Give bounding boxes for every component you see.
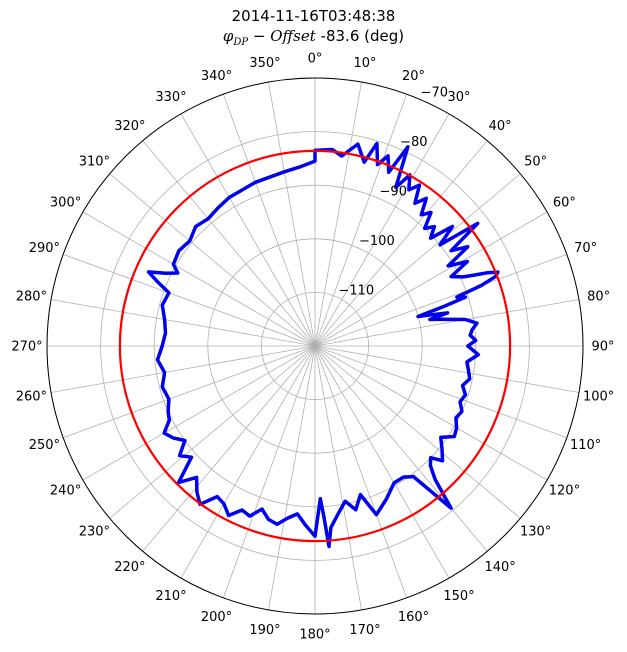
theta-gridline — [314, 299, 579, 347]
r-gridline — [153, 184, 477, 508]
theta-tick-label: 280° — [16, 289, 47, 304]
theta-tick-label: 140° — [484, 560, 515, 575]
theta-tick-label: 100° — [583, 390, 614, 405]
theta-gridline — [268, 345, 316, 610]
theta-gridline — [109, 173, 316, 347]
theta-tick-label: 0° — [308, 52, 323, 67]
theta-tick-label: 10° — [353, 56, 376, 71]
theta-tick-label: 80° — [587, 289, 610, 304]
theta-tick-label: 180° — [299, 628, 330, 643]
theta-gridline — [180, 345, 316, 579]
subtitle-operator: − — [248, 27, 271, 45]
theta-tick-label: 20° — [402, 69, 425, 84]
theta-tick-label: 110° — [570, 438, 601, 453]
theta-tick-label: 290° — [29, 241, 60, 256]
theta-gridline — [314, 140, 488, 347]
theta-gridline — [51, 299, 316, 347]
theta-tick-label: 260° — [16, 390, 47, 405]
theta-tick-label: 310° — [79, 154, 110, 169]
theta-tick-label: 90° — [591, 340, 614, 355]
theta-gridline — [314, 173, 521, 347]
theta-gridline — [142, 345, 316, 552]
theta-tick-label: 190° — [249, 623, 280, 638]
r-tick-label: −70 — [421, 85, 448, 100]
theta-gridline — [314, 345, 567, 439]
theta-tick-label: 160° — [398, 610, 429, 625]
r-tick-label: −110 — [339, 283, 375, 298]
chart-title: 2014-11-16T03:48:38 — [231, 7, 396, 25]
theta-gridline — [314, 253, 567, 347]
theta-tick-label: 170° — [349, 623, 380, 638]
theta-tick-label: 240° — [50, 484, 81, 499]
theta-tick-label: 200° — [201, 610, 232, 625]
theta-tick-label: 210° — [155, 589, 186, 604]
theta-gridline — [268, 82, 316, 347]
subtitle-symbol: φ — [222, 27, 234, 45]
theta-gridline — [82, 345, 316, 481]
theta-tick-label: 50° — [524, 154, 547, 169]
r-gridline — [100, 131, 530, 561]
subtitle-subscript: DP — [233, 37, 249, 48]
r-tick-label: −80 — [400, 135, 427, 150]
label-layer: 0° 10° 20° 30° 40° 50° 60° 70° 80° 90° 100° 110° 120… — [11, 52, 614, 643]
theta-gridline — [314, 113, 450, 347]
theta-tick-label: 220° — [114, 560, 145, 575]
theta-tick-label: 300° — [50, 196, 81, 211]
theta-gridline — [314, 94, 408, 347]
theta-tick-label: 330° — [155, 90, 186, 105]
r-tick-label: −100 — [359, 234, 395, 249]
frame-layer — [46, 77, 584, 615]
theta-gridline — [82, 211, 316, 347]
subtitle-term: Offset — [270, 27, 316, 45]
theta-tick-label: 70° — [574, 241, 597, 256]
theta-gridline — [63, 345, 316, 439]
series-layer — [118, 141, 512, 549]
subtitle-rest: -83.6 (deg) — [315, 27, 405, 45]
theta-tick-label: 120° — [549, 484, 580, 499]
theta-gridline — [63, 253, 316, 347]
series-line — [146, 141, 500, 549]
theta-gridline — [314, 345, 521, 519]
theta-tick-label: 130° — [520, 525, 551, 540]
reference-circle — [118, 149, 512, 543]
theta-gridline — [314, 345, 548, 481]
r-gridline — [207, 238, 423, 454]
theta-tick-label: 340° — [201, 69, 232, 84]
r-gridline — [260, 291, 369, 400]
theta-gridline — [222, 94, 316, 347]
r-tick-label: −90 — [380, 184, 407, 199]
theta-tick-label: 350° — [249, 56, 280, 71]
theta-gridline — [142, 140, 316, 347]
theta-tick-label: 250° — [29, 438, 60, 453]
theta-gridline — [109, 345, 316, 519]
theta-gridline — [314, 345, 408, 598]
grid-layer — [46, 77, 584, 615]
theta-tick-label: 150° — [443, 589, 474, 604]
theta-tick-label: 230° — [79, 525, 110, 540]
theta-tick-label: 40° — [489, 119, 512, 134]
chart-subtitle: φDP − Offset -83.6 (deg) — [0, 27, 627, 48]
theta-gridline — [314, 345, 450, 579]
theta-gridline — [314, 82, 362, 347]
theta-gridline — [314, 345, 362, 610]
theta-gridline — [180, 113, 316, 347]
theta-tick-label: 30° — [447, 90, 470, 105]
theta-gridline — [222, 345, 316, 598]
theta-gridline — [314, 345, 488, 552]
theta-gridline — [51, 345, 316, 393]
theta-gridline — [314, 345, 579, 393]
theta-gridline — [314, 211, 548, 347]
theta-tick-label: 60° — [553, 196, 576, 211]
polar-frame — [46, 77, 584, 615]
theta-tick-label: 320° — [114, 119, 145, 134]
theta-tick-label: 270° — [11, 340, 42, 355]
